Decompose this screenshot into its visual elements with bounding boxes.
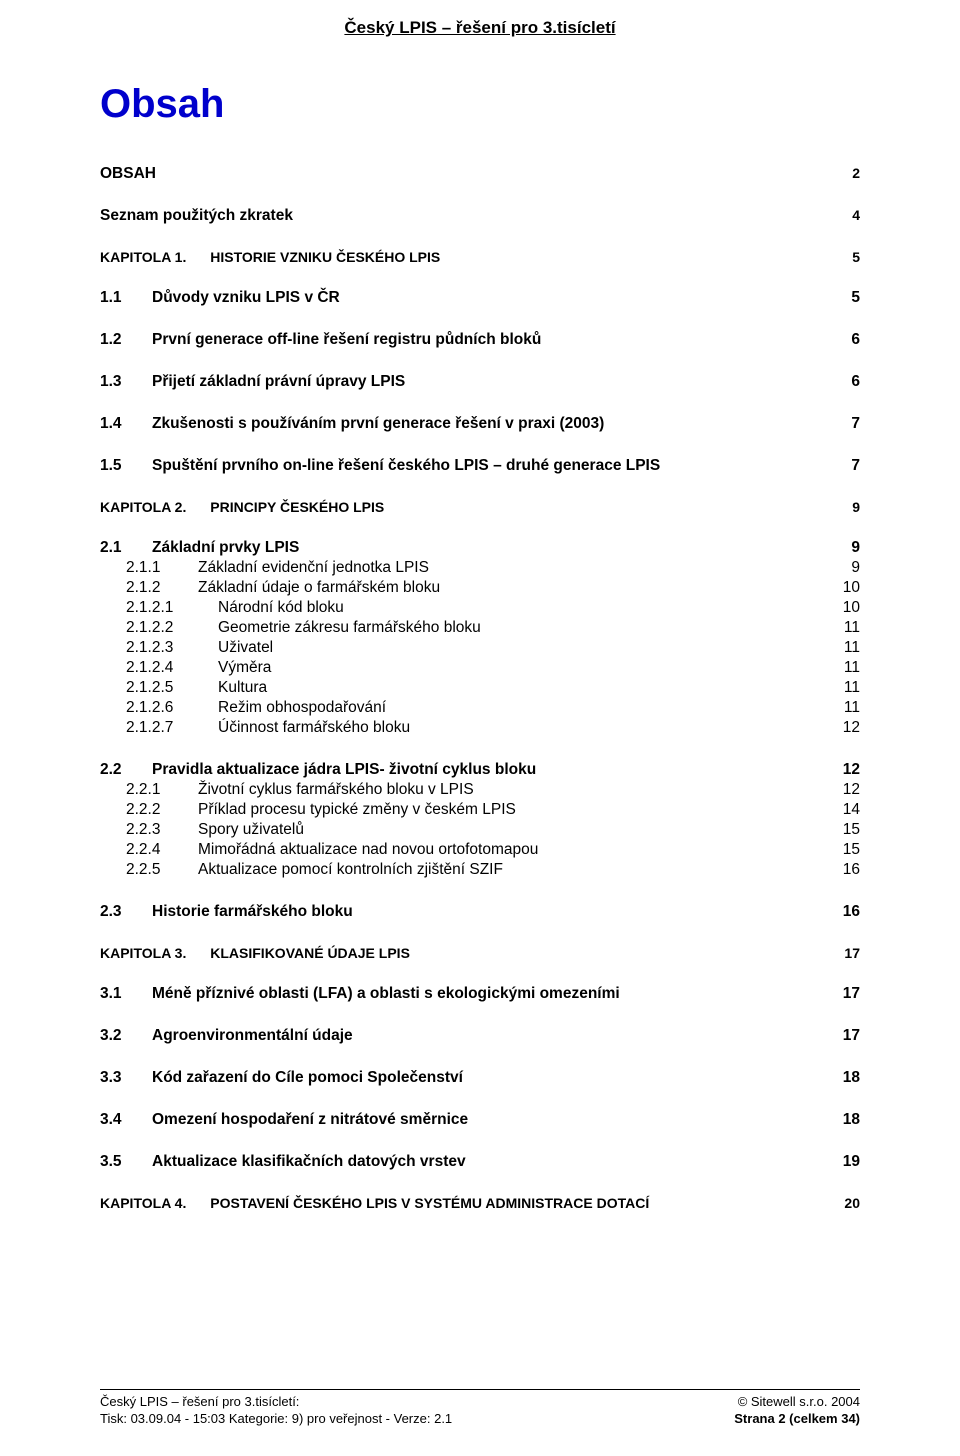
toc-entry: Seznam použitých zkratek 4 <box>100 207 860 225</box>
toc-section: 2.3Historie farmářského bloku 16 <box>100 903 860 921</box>
footer-right-2: Strana 2 (celkem 34) <box>734 1411 860 1426</box>
toc-page: 2 <box>852 165 860 181</box>
toc-group: 2.2Pravidla aktualizace jádra LPIS- živo… <box>100 761 860 879</box>
running-header: Český LPIS – řešení pro 3.tisícletí <box>100 18 860 38</box>
toc-chapter: KAPITOLA 4. POSTAVENÍ ČESKÉHO LPIS V SYS… <box>100 1195 860 1211</box>
footer-left-1: Český LPIS – řešení pro 3.tisícletí: <box>100 1394 299 1409</box>
page-title: Obsah <box>100 82 860 127</box>
toc-subsubsection: 2.1.2.4Výměra11 <box>100 659 860 677</box>
toc-subsection: 2.1.1Základní evidenční jednotka LPIS9 <box>100 559 860 577</box>
footer-right-1: © Sitewell s.r.o. 2004 <box>738 1394 860 1409</box>
toc-page: 5 <box>852 249 860 265</box>
toc-section: 1.2První generace off-line řešení regist… <box>100 331 860 349</box>
toc-subsubsection: 2.1.2.6Režim obhospodařování11 <box>100 699 860 717</box>
toc-section: 1.5Spuštění prvního on-line řešení české… <box>100 457 860 475</box>
toc-section: 3.5Aktualizace klasifikačních datových v… <box>100 1153 860 1171</box>
toc-section: 1.4Zkušenosti s používáním první generac… <box>100 415 860 433</box>
toc-section: 3.4Omezení hospodaření z nitrátové směrn… <box>100 1111 860 1129</box>
toc-label: OBSAH <box>100 165 840 183</box>
toc-section: 3.2Agroenvironmentální údaje 17 <box>100 1027 860 1045</box>
toc-section: 1.3Přijetí základní právní úpravy LPIS 6 <box>100 373 860 391</box>
toc-subsection: 2.2.5Aktualizace pomocí kontrolních zjiš… <box>100 861 860 879</box>
toc-subsection: 2.2.4Mimořádná aktualizace nad novou ort… <box>100 841 860 859</box>
toc-chapter: KAPITOLA 2. PRINCIPY ČESKÉHO LPIS 9 <box>100 499 860 515</box>
toc-page: 4 <box>852 207 860 223</box>
toc-section: 1.1Důvody vzniku LPIS v ČR 5 <box>100 289 860 307</box>
toc-subsubsection: 2.1.2.7Účinnost farmářského bloku12 <box>100 719 860 737</box>
toc-section: 3.3Kód zařazení do Cíle pomoci Společens… <box>100 1069 860 1087</box>
toc-subsection: 2.1.2Základní údaje o farmářském bloku10 <box>100 579 860 597</box>
toc-chapter: KAPITOLA 3. KLASIFIKOVANÉ ÚDAJE LPIS 17 <box>100 945 860 961</box>
toc-chapter: KAPITOLA 1. HISTORIE VZNIKU ČESKÉHO LPIS… <box>100 249 860 265</box>
toc-label: Seznam použitých zkratek <box>100 207 840 225</box>
toc-entry: OBSAH 2 <box>100 165 860 183</box>
toc-subsection: 2.2.1Životní cyklus farmářského bloku v … <box>100 781 860 799</box>
toc-subsubsection: 2.1.2.1Národní kód bloku10 <box>100 599 860 617</box>
page-footer: Český LPIS – řešení pro 3.tisícletí: © S… <box>100 1389 860 1428</box>
toc-subsubsection: 2.1.2.5Kultura11 <box>100 679 860 697</box>
toc-section: 2.2Pravidla aktualizace jádra LPIS- živo… <box>100 761 860 779</box>
toc-subsection: 2.2.2Příklad procesu typické změny v čes… <box>100 801 860 819</box>
toc-section: 2.1Základní prvky LPIS 9 <box>100 539 860 557</box>
toc-section: 3.1Méně příznivé oblasti (LFA) a oblasti… <box>100 985 860 1003</box>
toc-subsubsection: 2.1.2.2Geometrie zákresu farmářského blo… <box>100 619 860 637</box>
footer-left-2: Tisk: 03.09.04 - 15:03 Kategorie: 9) pro… <box>100 1411 452 1426</box>
toc-subsubsection: 2.1.2.3Uživatel11 <box>100 639 860 657</box>
toc-label: KAPITOLA 1. HISTORIE VZNIKU ČESKÉHO LPIS <box>100 249 840 265</box>
toc-group: 2.1Základní prvky LPIS 9 2.1.1Základní e… <box>100 539 860 737</box>
toc-subsection: 2.2.3Spory uživatelů15 <box>100 821 860 839</box>
